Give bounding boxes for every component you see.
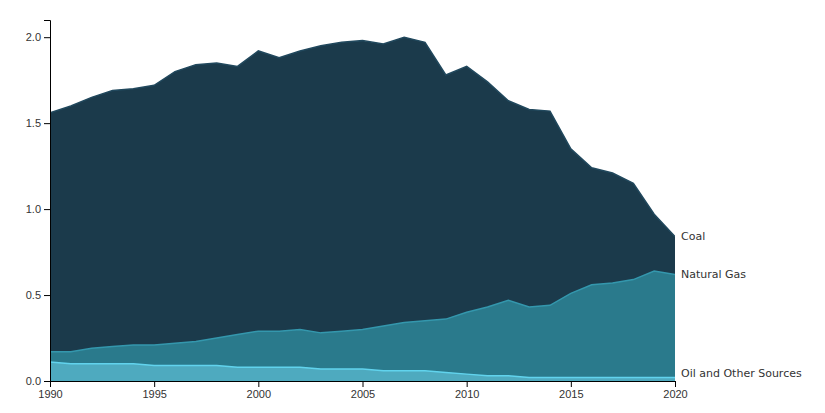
y-tick-mark [44, 123, 50, 124]
x-tick-label: 2020 [663, 388, 687, 400]
area [50, 271, 675, 381]
x-tick: 2000 [247, 381, 271, 400]
y-tick: 0.5 [26, 289, 50, 301]
chart: 1990 1995 2000 2005 2010 2015 2020 0.0 0.5 1.0 1.5… [0, 0, 825, 413]
x-tick-mark [363, 381, 364, 387]
y-tick-label: 0.0 [26, 375, 41, 387]
y-tick-label: 0.5 [26, 289, 41, 301]
y-axis-line [44, 21, 51, 382]
series-label: Coal [681, 230, 705, 243]
x-tick-mark [258, 381, 259, 387]
line [50, 37, 675, 236]
y-tick: 1.0 [26, 203, 50, 215]
x-tick: 2015 [559, 381, 583, 400]
x-tick: 1990 [38, 381, 62, 400]
y-tick: 1.5 [26, 117, 50, 129]
x-tick-mark [154, 381, 155, 387]
y-tick-label: 1.5 [26, 117, 41, 129]
y-tick: 2.0 [26, 31, 50, 43]
x-tick: 1995 [142, 381, 166, 400]
x-tick-mark [571, 381, 572, 387]
x-tick: 2005 [351, 381, 375, 400]
x-axis-line [51, 382, 676, 388]
y-axis: 0.0 0.5 1.0 1.5 2.0 [26, 21, 51, 388]
y-tick-mark [44, 295, 50, 296]
series-labels: Coal Natural Gas Oil and Other Sources [681, 230, 802, 379]
x-tick-label: 1990 [38, 388, 62, 400]
x-axis: 1990 1995 2000 2005 2010 2015 2020 [38, 381, 687, 400]
series-label: Natural Gas [681, 268, 746, 281]
x-tick-label: 2015 [559, 388, 583, 400]
x-tick-label: 1995 [142, 388, 166, 400]
x-tick-mark [675, 381, 676, 387]
area [50, 362, 675, 381]
x-tick: 2010 [455, 381, 479, 400]
x-tick: 2020 [663, 381, 687, 400]
y-tick-mark [44, 209, 50, 210]
x-tick-label: 2000 [247, 388, 271, 400]
plot: 1990 1995 2000 2005 2010 2015 2020 0.0 0.5 1.0 1.5… [26, 21, 688, 400]
y-tick: 0.0 [26, 375, 50, 387]
x-tick-mark [467, 381, 468, 387]
y-tick-label: 2.0 [26, 31, 41, 43]
marks [50, 37, 675, 381]
x-tick-label: 2010 [455, 388, 479, 400]
y-tick-mark [44, 381, 50, 382]
y-tick-mark [44, 37, 50, 38]
line [50, 271, 675, 352]
x-tick-label: 2005 [351, 388, 375, 400]
line [50, 362, 675, 377]
area [50, 37, 675, 381]
series-label: Oil and Other Sources [681, 367, 802, 380]
y-tick-label: 1.0 [26, 203, 41, 215]
